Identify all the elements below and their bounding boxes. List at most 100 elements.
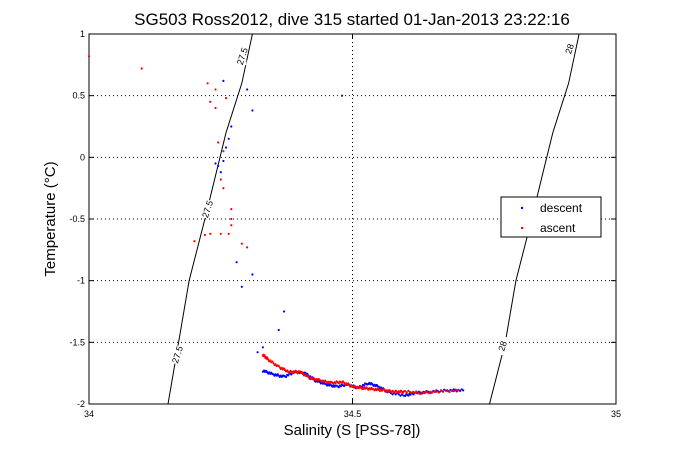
grid [89, 34, 616, 404]
descent-point [240, 285, 243, 288]
descent-point [458, 389, 462, 392]
contour-label-bg [173, 345, 182, 364]
ascent-point [230, 224, 233, 227]
descent-point [256, 351, 259, 354]
ascent-point [431, 391, 434, 394]
descent-point [339, 385, 342, 388]
ascent-point [405, 391, 408, 394]
ascent-point [274, 363, 277, 366]
ascent-point [415, 390, 418, 393]
descent-point [379, 386, 383, 389]
ascent-point [404, 390, 407, 393]
descent-point [235, 261, 238, 264]
ascent-point [410, 392, 413, 395]
ascent-point [419, 392, 423, 395]
descent-point [304, 371, 307, 374]
ascent-point [209, 100, 212, 103]
ascent-point [230, 208, 233, 211]
ascent-point [416, 391, 419, 394]
y-tick-label: -2 [77, 399, 85, 409]
ascent-point [222, 150, 225, 153]
ascent-point [209, 232, 212, 235]
ascent-point [298, 370, 301, 373]
descent-point [222, 159, 225, 163]
x-axis-ticks: 34 34.5 35 [84, 34, 621, 419]
ascent-point [454, 388, 457, 391]
ascent-point [219, 232, 222, 235]
descent-point [400, 393, 404, 396]
y-tick-label: -1.5 [69, 337, 85, 347]
ascent-point [412, 390, 415, 393]
descent-point [214, 162, 217, 165]
ascent-point [434, 390, 437, 393]
x-tick-label: 34 [84, 409, 94, 419]
descent-point [261, 346, 264, 349]
descent-point [217, 164, 220, 168]
ascent-point [214, 106, 217, 110]
ascent-point [437, 391, 440, 394]
contour-label: 28 [563, 42, 576, 55]
legend-label-ascent: ascent [540, 221, 576, 235]
ascent-point [203, 233, 206, 237]
descent-point [282, 310, 286, 313]
ascent-point [337, 382, 340, 385]
ascent-point [452, 390, 455, 393]
descent-point [452, 388, 455, 391]
legend-box [500, 196, 602, 238]
descent-point [306, 372, 309, 375]
descent-point [394, 393, 397, 396]
y-tick-label: -0.5 [69, 214, 85, 224]
y-axis-ticks: -2 -1.5 -1 -0.5 0 0.5 1 [69, 29, 616, 409]
descent-point [399, 394, 402, 397]
chart-title: SG503 Ross2012, dive 315 started 01-Jan-… [134, 10, 570, 29]
descent-point [219, 171, 222, 174]
ascent-point [439, 389, 443, 392]
ascent-point [304, 373, 307, 376]
descent-point [337, 386, 340, 389]
descent-point [251, 273, 254, 276]
descent-point [224, 146, 228, 149]
descent-point [287, 374, 290, 377]
descent-point [363, 384, 366, 387]
ascent-point [272, 362, 275, 365]
x-axis-label: Salinity (S [PSS-78]) [284, 422, 421, 439]
descent-point [404, 394, 407, 397]
ascent-point [140, 67, 143, 70]
ascent-point [423, 392, 426, 395]
legend: descent ascent [500, 196, 602, 238]
ascent-point [267, 358, 270, 361]
descent-point [340, 94, 344, 97]
ascent-point [427, 392, 430, 395]
x-tick-label: 35 [611, 409, 621, 419]
legend-marker-descent [520, 206, 524, 210]
ascent-point [224, 97, 228, 100]
descent-point [397, 393, 400, 396]
ascent-point [306, 374, 309, 377]
descent-point [285, 375, 288, 378]
ascent-point [214, 88, 217, 91]
y-tick-label: 0.5 [72, 91, 85, 101]
y-axis-label: Temperature (°C) [42, 161, 59, 276]
ascent-point [448, 390, 451, 393]
ascent-point [450, 389, 453, 392]
contour-label-bg [498, 337, 507, 356]
ascent-point [240, 242, 243, 245]
ascent-point [456, 389, 459, 392]
ascent-point [413, 391, 416, 394]
descent-point [246, 88, 249, 91]
descent-point [462, 389, 465, 392]
ascent-point [301, 372, 305, 375]
ascent-point [300, 371, 303, 374]
ascent-point [426, 391, 429, 394]
ascent-point [435, 390, 438, 393]
ascent-point [332, 382, 335, 385]
ascent-point [408, 390, 411, 394]
contour-label: 28 [496, 340, 509, 353]
ascent-point [206, 82, 209, 85]
descent-point [391, 393, 394, 396]
legend-marker-ascent [520, 226, 524, 230]
ascent-point [442, 390, 445, 393]
ascent-point [219, 178, 222, 181]
descent-point [377, 385, 380, 388]
